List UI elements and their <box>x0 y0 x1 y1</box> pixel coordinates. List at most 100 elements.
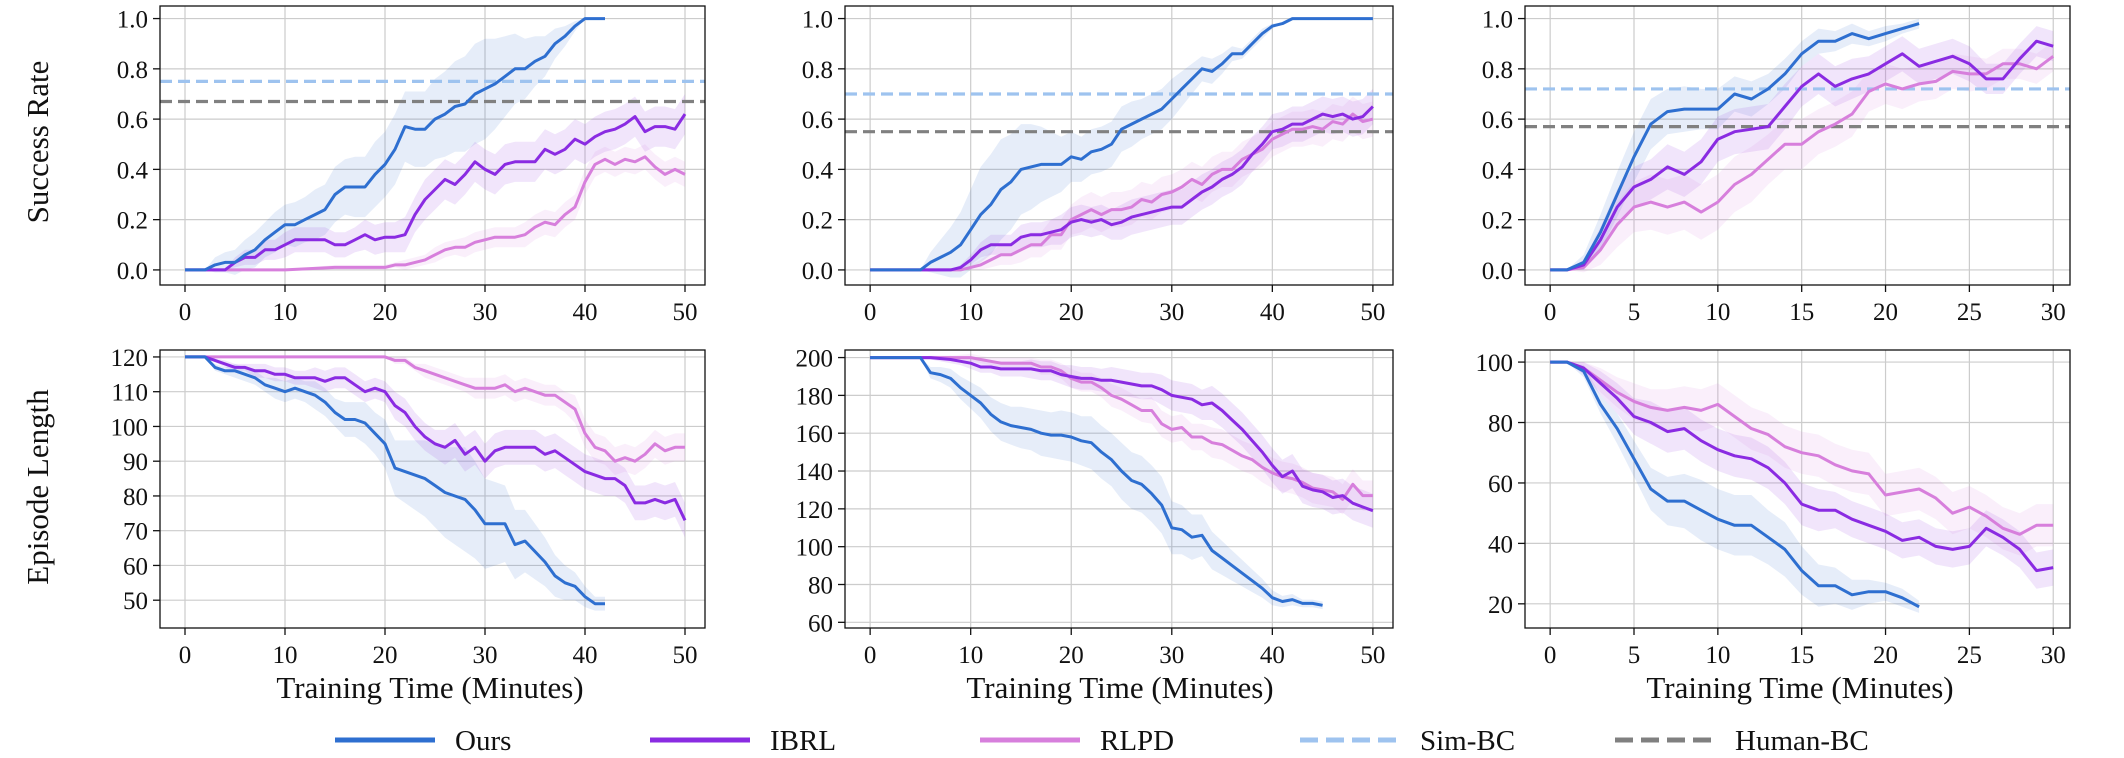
x-tick-label: 50 <box>1360 642 1385 669</box>
band-ibrl <box>185 356 685 538</box>
x-tick-label: 0 <box>179 299 192 326</box>
band-ours <box>1550 362 1920 613</box>
x-tick-label: 20 <box>373 642 398 669</box>
panel-bottom-middle: 0 10 20 30 40 50 60 80 100 120 140 160 180 200 <box>796 346 1394 669</box>
y-tick-label: 0.6 <box>802 107 833 134</box>
ylabel-success-rate: Success Rate <box>20 61 55 224</box>
y-tick-label: 0.4 <box>117 157 149 184</box>
panel-top-right: 0 5 10 15 20 25 30 0.0 0.2 0.4 0.6 0.8 1.0 <box>1482 5 2071 326</box>
x-tick-label: 40 <box>1260 299 1285 326</box>
x-tick-label: 20 <box>1873 642 1898 669</box>
band-rlpd <box>870 353 1373 515</box>
band-ibrl <box>870 355 1373 528</box>
line-ours <box>185 17 605 272</box>
x-tick-label: 10 <box>1705 299 1730 326</box>
y-tick-label: 20 <box>1488 592 1513 619</box>
x-tick-label: 30 <box>1159 642 1184 669</box>
band-rlpd <box>1550 41 2054 273</box>
legend-item-ibrl: IBRL <box>650 725 836 757</box>
axes-frame <box>844 349 1394 629</box>
panel-top-left: 0 10 20 30 40 50 0.0 0.2 0.4 0.6 0.8 1.0 <box>117 5 706 326</box>
y-tick-label: 180 <box>796 383 834 410</box>
axes-frame <box>159 5 706 286</box>
axes-frame <box>1524 349 2071 629</box>
y-tick-label: 0.4 <box>802 157 834 184</box>
legend-item-rlpd: RLPD <box>980 725 1174 757</box>
y-tick-label: 100 <box>796 535 834 562</box>
y-tick-label: 90 <box>123 449 148 476</box>
line-ours <box>870 17 1373 272</box>
x-tick-label: 25 <box>1957 642 1982 669</box>
x-tick-label: 20 <box>1873 299 1898 326</box>
y-tick-label: 80 <box>808 573 833 600</box>
line-ours <box>185 355 605 606</box>
y-tick-label: 50 <box>123 588 148 615</box>
y-tick-label: 0.2 <box>1482 208 1513 235</box>
line-ours <box>1550 360 1920 609</box>
axes-frame <box>844 5 1394 286</box>
y-tick-label: 70 <box>123 519 148 546</box>
x-tick-label: 30 <box>1159 299 1184 326</box>
y-tick-label: 80 <box>123 484 148 511</box>
legend-label: Sim-BC <box>1420 725 1515 757</box>
y-tick-label: 0.8 <box>1482 57 1513 84</box>
legend: Ours IBRL RLPD Sim-BC Human-BC <box>335 725 1869 757</box>
x-tick-label: 10 <box>273 299 298 326</box>
y-tick-label: 110 <box>111 380 148 407</box>
plot-area <box>185 355 687 611</box>
band-rlpd <box>870 96 1373 270</box>
y-tick-label: 100 <box>111 414 149 441</box>
y-tick-label: 0.0 <box>802 258 833 285</box>
band-ibrl <box>1550 26 2054 270</box>
x-tick-label: 0 <box>1544 642 1557 669</box>
y-tick-label: 0.0 <box>1482 258 1513 285</box>
line-ibrl <box>1550 39 2054 272</box>
line-ours <box>1550 22 1920 272</box>
band-ours <box>185 356 605 611</box>
y-tick-label: 100 <box>1476 350 1514 377</box>
y-tick-label: 60 <box>808 610 833 637</box>
panel-bottom-left: 0 10 20 30 40 50 50 60 70 80 90 100 110 120 <box>111 345 706 669</box>
y-tick-label: 120 <box>796 497 834 524</box>
x-tick-label: 10 <box>273 642 298 669</box>
xlabel-left: Training Time (Minutes) <box>276 670 583 705</box>
legend-label: Ours <box>455 725 511 757</box>
plot-area <box>1525 18 2070 273</box>
x-tick-label: 10 <box>958 299 983 326</box>
y-tick-label: 0.6 <box>117 107 148 134</box>
panel-bottom-right: 0 5 10 15 20 25 30 20 40 60 80 100 <box>1476 349 2071 669</box>
band-rlpd <box>185 356 685 476</box>
x-tick-label: 15 <box>1789 642 1814 669</box>
line-rlpd <box>185 155 686 272</box>
line-rlpd <box>870 112 1374 272</box>
x-tick-label: 5 <box>1628 642 1641 669</box>
y-tick-label: 0.8 <box>802 57 833 84</box>
y-tick-label: 1.0 <box>117 7 148 34</box>
x-tick-label: 0 <box>1544 299 1557 326</box>
panel-top-middle: 0 10 20 30 40 50 0.0 0.2 0.4 0.6 0.8 1.0 <box>802 5 1394 326</box>
line-ibrl <box>185 113 687 272</box>
plot-area <box>845 17 1393 278</box>
y-tick-label: 60 <box>1488 471 1513 498</box>
y-tick-label: 0.2 <box>802 208 833 235</box>
x-tick-label: 40 <box>573 642 598 669</box>
x-tick-label: 30 <box>473 299 498 326</box>
x-tick-label: 20 <box>1059 299 1084 326</box>
x-tick-label: 0 <box>864 299 877 326</box>
y-tick-label: 1.0 <box>1482 7 1513 34</box>
x-tick-label: 0 <box>864 642 877 669</box>
y-tick-label: 200 <box>796 346 834 373</box>
y-tick-label: 120 <box>111 345 149 372</box>
ylabel-episode-length: Episode Length <box>20 389 55 585</box>
xlabel-right: Training Time (Minutes) <box>1646 670 1953 705</box>
x-tick-label: 20 <box>1059 642 1084 669</box>
x-tick-label: 10 <box>958 642 983 669</box>
x-tick-label: 50 <box>1360 299 1385 326</box>
y-tick-label: 0.8 <box>117 57 148 84</box>
y-tick-label: 0.4 <box>1482 157 1514 184</box>
line-rlpd <box>1550 360 2054 536</box>
legend-item-human-bc: Human-BC <box>1615 725 1869 757</box>
x-tick-label: 50 <box>673 642 698 669</box>
plot-area <box>1550 360 2054 613</box>
